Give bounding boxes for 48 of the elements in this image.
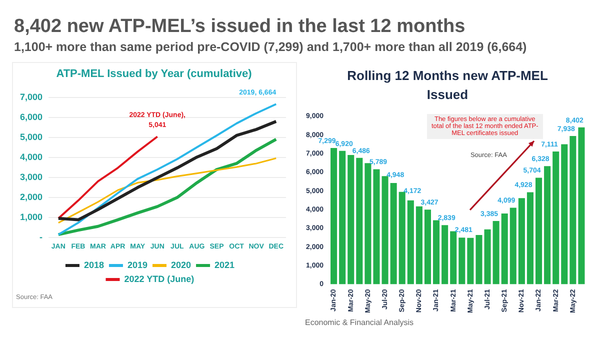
y-tick-label: 1,000 bbox=[20, 212, 43, 222]
text: 8,402 new ATP-MEL’s issued in the last 12 months bbox=[14, 16, 466, 38]
bar bbox=[356, 158, 363, 284]
bar bbox=[510, 208, 516, 284]
bar bbox=[518, 198, 525, 284]
y-tick-label: 5,000 bbox=[20, 132, 43, 142]
bar bbox=[382, 176, 388, 284]
bar bbox=[407, 200, 414, 284]
bar bbox=[544, 166, 551, 284]
bar bbox=[492, 221, 500, 284]
bar bbox=[535, 178, 542, 284]
y-tick-label: 2,000 bbox=[20, 192, 43, 202]
bar bbox=[501, 213, 508, 284]
bar bbox=[450, 231, 457, 284]
bar bbox=[330, 148, 338, 284]
chart-title: Rolling 12 Months new ATP-MEL Issued bbox=[346, 67, 549, 104]
y-tick-label: 3,000 bbox=[20, 172, 43, 182]
bar bbox=[348, 155, 354, 284]
bar bbox=[373, 169, 380, 284]
bar bbox=[476, 234, 482, 284]
legend-label: 2022 YTD (June) bbox=[124, 274, 194, 284]
bar bbox=[416, 206, 422, 284]
text: Economic & Financial Analysis bbox=[305, 318, 414, 327]
chart-title: ATP-MEL Issued by Year (cumulative) bbox=[55, 68, 253, 80]
y-tick-label: - bbox=[40, 232, 43, 242]
bar bbox=[484, 229, 491, 284]
bar bbox=[578, 127, 585, 284]
bar bbox=[339, 150, 346, 284]
bar bbox=[458, 238, 466, 284]
bar bbox=[433, 220, 440, 284]
text: 1,100+ more than same period pre-COVID (7,299) and 1,700+ more than all 2019 (6,664) bbox=[14, 40, 527, 54]
bar bbox=[390, 183, 397, 284]
bar bbox=[526, 192, 534, 284]
legend-label: 2021 bbox=[214, 260, 235, 270]
bar bbox=[561, 144, 568, 284]
bar bbox=[398, 192, 406, 284]
bar bbox=[424, 210, 431, 284]
bar bbox=[364, 163, 372, 284]
legend-label: 2018 bbox=[84, 260, 104, 270]
y-tick-label: 4,000 bbox=[20, 152, 43, 162]
y-tick-label: 7,000 bbox=[20, 92, 43, 102]
bar bbox=[467, 238, 474, 284]
bar bbox=[570, 136, 576, 284]
legend-label: 2019 bbox=[127, 260, 148, 270]
y-tick-label: 6,000 bbox=[20, 112, 43, 122]
legend-label: 2020 bbox=[171, 260, 192, 270]
bar bbox=[552, 151, 560, 284]
bar bbox=[442, 225, 448, 284]
